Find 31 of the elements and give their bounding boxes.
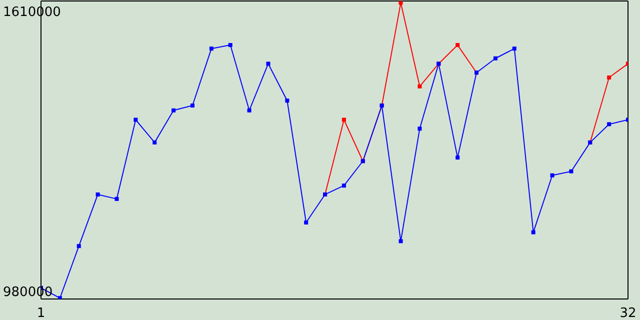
point xyxy=(569,169,574,174)
x-tick-label: 1 xyxy=(36,306,46,320)
point xyxy=(342,184,346,188)
point xyxy=(550,173,554,178)
point xyxy=(456,43,460,48)
point xyxy=(285,98,290,103)
point xyxy=(96,192,100,196)
point xyxy=(114,196,119,201)
point xyxy=(247,108,252,112)
point xyxy=(58,296,62,299)
point xyxy=(209,46,214,51)
point xyxy=(493,56,498,60)
point xyxy=(152,140,157,144)
point xyxy=(456,156,460,160)
point xyxy=(190,104,194,108)
point xyxy=(418,84,422,88)
point xyxy=(266,62,270,66)
point xyxy=(418,126,422,131)
point xyxy=(342,118,346,122)
point xyxy=(531,230,536,234)
point xyxy=(607,76,612,80)
point xyxy=(512,46,516,51)
point xyxy=(398,239,403,244)
point xyxy=(304,220,308,224)
point xyxy=(228,43,232,48)
point xyxy=(134,118,138,122)
point xyxy=(607,122,612,126)
point xyxy=(398,1,403,5)
point xyxy=(172,108,176,112)
point xyxy=(76,244,81,248)
x-tick-label: 32 xyxy=(620,306,636,320)
